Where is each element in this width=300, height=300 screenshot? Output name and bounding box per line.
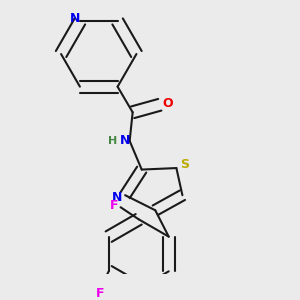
- Text: O: O: [162, 97, 172, 110]
- Text: H: H: [108, 136, 118, 146]
- Text: F: F: [95, 287, 104, 300]
- Text: N: N: [70, 12, 81, 25]
- Text: S: S: [180, 158, 189, 171]
- Text: F: F: [110, 199, 119, 212]
- Text: N: N: [112, 191, 122, 204]
- Text: N: N: [120, 134, 130, 147]
